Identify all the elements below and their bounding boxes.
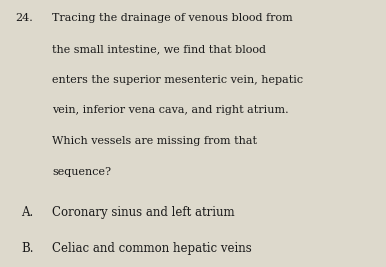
Text: 24.: 24.	[15, 13, 33, 23]
Text: Celiac and common hepatic veins: Celiac and common hepatic veins	[52, 242, 252, 255]
Text: vein, inferior vena cava, and right atrium.: vein, inferior vena cava, and right atri…	[52, 105, 289, 115]
Text: B.: B.	[21, 242, 34, 255]
Text: Coronary sinus and left atrium: Coronary sinus and left atrium	[52, 206, 235, 219]
Text: Which vessels are missing from that: Which vessels are missing from that	[52, 136, 257, 146]
Text: A.: A.	[21, 206, 34, 219]
Text: enters the superior mesenteric vein, hepatic: enters the superior mesenteric vein, hep…	[52, 75, 303, 85]
Text: the small intestine, we find that blood: the small intestine, we find that blood	[52, 44, 266, 54]
Text: Tracing the drainage of venous blood from: Tracing the drainage of venous blood fro…	[52, 13, 293, 23]
Text: sequence?: sequence?	[52, 167, 111, 177]
